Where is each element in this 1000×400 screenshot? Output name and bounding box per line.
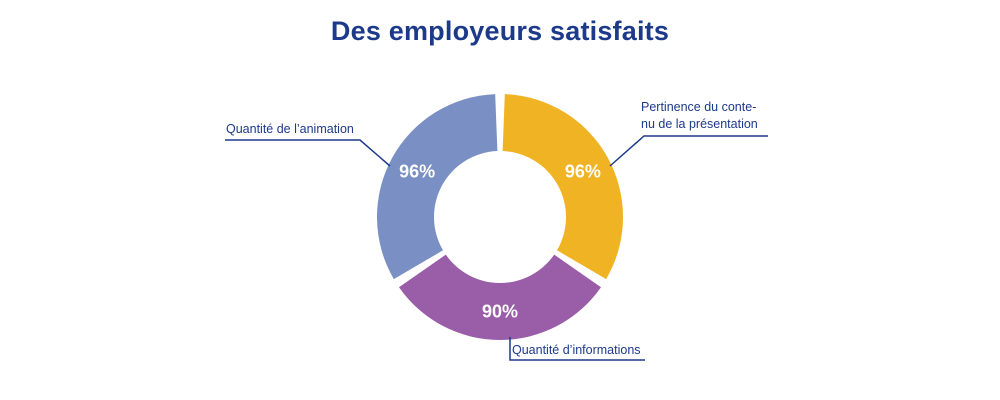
donut-slice [502, 94, 623, 280]
slice-value-label: 96% [565, 162, 601, 182]
slice-category-label: Quantité de l’animation [226, 122, 354, 136]
leader-line [225, 139, 391, 167]
leader-line [609, 135, 768, 167]
slice-value-label: 90% [482, 302, 518, 322]
donut-slice [377, 94, 498, 280]
donut-slice [399, 254, 601, 340]
chart-title: Des employeurs satisfaits [330, 16, 670, 46]
slice-value-label: 96% [399, 162, 435, 182]
slice-category-label: Pertinence du conte- [641, 100, 756, 114]
leader-line [509, 337, 645, 361]
slice-category-label: nu de la présentation [641, 117, 758, 131]
slice-category-label: Quantité d’informations [512, 343, 641, 357]
